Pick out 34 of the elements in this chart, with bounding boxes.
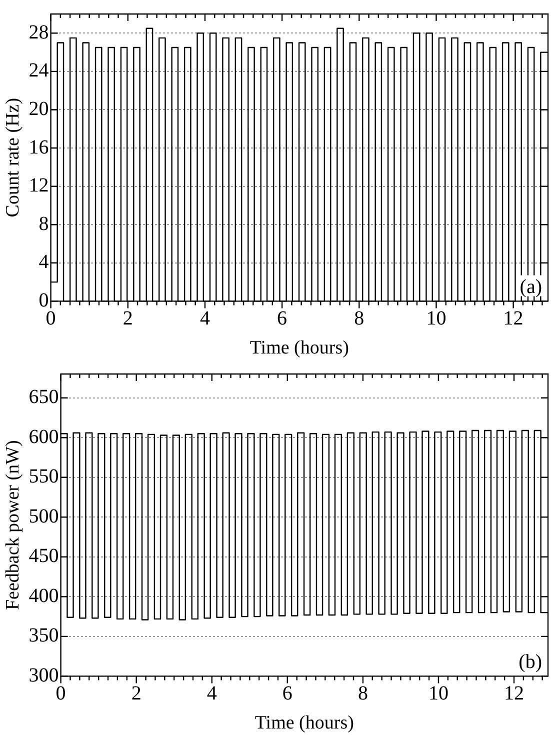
y-tick-label: 350 (28, 624, 59, 647)
x-tick-label: 2 (122, 307, 133, 330)
y-axis-title: Count rate (Hz) (2, 98, 24, 218)
y-tick-label: 0 (38, 289, 49, 312)
x-tick-label: 6 (282, 682, 292, 704)
x-tick-label: 8 (354, 307, 364, 330)
y-tick-label: 550 (28, 466, 59, 488)
y-tick-label: 12 (28, 174, 49, 197)
x-axis-title: Time (hours) (254, 712, 354, 734)
y-tick-label: 400 (28, 584, 59, 607)
y-tick-label: 500 (28, 505, 59, 528)
x-tick-label: 12 (503, 307, 524, 330)
x-tick-label: 10 (426, 307, 446, 330)
x-tick-label: 12 (504, 682, 524, 704)
y-tick-label: 300 (28, 664, 59, 686)
y-tick-label: 16 (28, 136, 49, 158)
y-tick-label: 28 (28, 21, 49, 44)
x-axis-title: Time (hours) (250, 338, 349, 359)
annotation: (a) (520, 276, 542, 298)
y-tick-label: 450 (28, 545, 59, 568)
y-tick-label: 24 (28, 60, 49, 82)
y-axis-title: Feedback power (nW) (2, 440, 24, 610)
y-tick-label: 4 (38, 251, 49, 274)
x-tick-label: 2 (131, 682, 142, 704)
x-tick-label: 4 (206, 682, 217, 704)
y-tick-label: 20 (28, 98, 49, 120)
y-tick-label: 600 (28, 426, 59, 448)
x-tick-label: 4 (200, 307, 210, 330)
annotation: (b) (518, 651, 542, 674)
y-tick-label: 8 (38, 212, 49, 235)
y-tick-label: 650 (28, 386, 59, 408)
x-tick-label: 8 (358, 682, 368, 704)
x-tick-label: 10 (428, 682, 448, 704)
x-tick-label: 6 (277, 307, 288, 330)
